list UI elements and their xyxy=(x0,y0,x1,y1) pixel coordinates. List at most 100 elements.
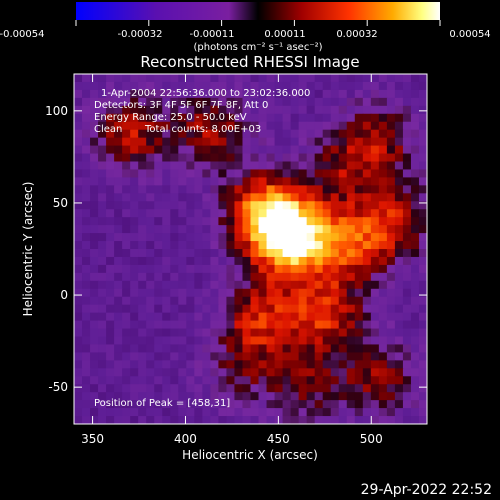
heatmap-cell xyxy=(410,288,420,298)
heatmap-cell xyxy=(258,400,268,409)
heatmap-cell xyxy=(98,193,107,202)
heatmap-cell xyxy=(314,74,324,83)
heatmap-cell xyxy=(298,169,308,178)
heatmap-cell xyxy=(258,280,268,290)
heatmap-cell xyxy=(258,320,268,330)
heatmap-cell xyxy=(354,368,364,377)
heatmap-cell xyxy=(338,81,348,91)
heatmap-cell xyxy=(362,416,372,424)
heatmap-cell xyxy=(362,74,372,83)
heatmap-cell xyxy=(362,121,372,131)
heatmap-cell xyxy=(234,74,244,83)
heatmap-cell xyxy=(298,352,308,361)
heatmap-cell xyxy=(258,249,268,258)
heatmap-cell xyxy=(362,169,372,178)
heatmap-cell xyxy=(226,368,236,377)
heatmap-cell xyxy=(346,408,356,417)
heatmap-cell xyxy=(418,392,427,401)
heatmap-cell xyxy=(338,400,348,409)
heatmap-cell xyxy=(162,360,171,369)
heatmap-cell xyxy=(106,384,115,393)
heatmap-cell xyxy=(290,368,300,377)
heatmap-cell xyxy=(98,360,107,369)
heatmap-cell xyxy=(386,233,396,242)
heatmap-cell xyxy=(154,241,163,250)
heatmap-cell xyxy=(394,280,404,290)
heatmap-cell xyxy=(82,169,91,178)
heatmap-cell xyxy=(226,280,236,290)
heatmap-cell xyxy=(402,153,412,163)
heatmap-cell xyxy=(138,312,147,322)
heatmap-cell xyxy=(314,304,324,314)
heatmap-cell xyxy=(114,336,123,346)
heatmap-cell xyxy=(378,129,388,139)
heatmap-cell xyxy=(178,400,187,409)
heatmap-cell xyxy=(154,288,163,298)
heatmap-cell xyxy=(418,336,427,346)
heatmap-cell xyxy=(90,249,99,258)
heatmap-cell xyxy=(258,217,268,226)
heatmap-cell xyxy=(402,249,412,258)
heatmap-cell xyxy=(370,89,380,99)
heatmap-cell xyxy=(250,145,260,155)
heatmap-cell xyxy=(258,264,268,274)
heatmap-cell xyxy=(218,74,228,83)
heatmap-cell xyxy=(402,312,412,322)
heatmap-cell xyxy=(194,296,203,306)
heatmap-cell xyxy=(138,201,147,210)
heatmap-cell xyxy=(362,320,372,330)
heatmap-cell xyxy=(242,225,252,234)
heatmap-cell xyxy=(234,153,244,163)
heatmap-cell xyxy=(330,344,340,353)
heatmap-cell xyxy=(106,169,115,178)
heatmap-cell xyxy=(146,89,155,99)
heatmap-cell xyxy=(130,288,139,298)
heatmap-cell xyxy=(186,256,195,266)
heatmap-cell xyxy=(74,185,83,194)
heatmap-cell xyxy=(394,304,404,314)
timestamp: 29-Apr-2022 22:52 xyxy=(361,482,492,498)
heatmap-cell xyxy=(82,272,91,282)
heatmap-cell xyxy=(378,225,388,234)
heatmap-cell xyxy=(282,241,292,250)
heatmap-cell xyxy=(258,89,268,99)
heatmap-cell xyxy=(122,392,131,401)
heatmap-cell xyxy=(210,225,220,234)
heatmap-cell xyxy=(202,185,211,194)
heatmap-cell xyxy=(130,105,139,115)
heatmap-cell xyxy=(194,89,203,99)
heatmap-cell xyxy=(394,416,404,424)
heatmap-cell xyxy=(330,74,340,83)
heatmap-cell xyxy=(354,336,364,346)
heatmap-cell xyxy=(154,304,163,314)
heatmap-cell xyxy=(162,89,171,99)
heatmap-cell xyxy=(234,97,244,107)
heatmap-cell xyxy=(130,312,139,322)
heatmap-cell xyxy=(218,368,228,377)
heatmap-cell xyxy=(234,288,244,298)
heatmap-cell xyxy=(354,249,364,258)
heatmap-cell xyxy=(250,89,260,99)
heatmap-cell xyxy=(154,74,163,83)
heatmap-cell xyxy=(322,312,332,322)
heatmap-cell xyxy=(410,193,420,202)
heatmap-cell xyxy=(338,217,348,226)
heatmap-cell xyxy=(386,280,396,290)
heatmap-cell xyxy=(258,360,268,369)
heatmap-cell xyxy=(106,185,115,194)
heatmap-cell xyxy=(106,328,115,338)
heatmap-cell xyxy=(258,81,268,91)
heatmap-cell xyxy=(266,344,276,353)
heatmap-cell xyxy=(354,400,364,409)
heatmap-cell xyxy=(114,74,123,83)
heatmap-cell xyxy=(362,304,372,314)
heatmap-cell xyxy=(314,105,324,115)
heatmap-cell xyxy=(282,97,292,107)
heatmap-cell xyxy=(162,153,171,163)
heatmap-cell xyxy=(338,256,348,266)
heatmap-cell xyxy=(418,241,427,250)
heatmap-cell xyxy=(74,113,83,123)
heatmap-cell xyxy=(314,296,324,306)
heatmap-cell xyxy=(178,408,187,417)
heatmap-cell xyxy=(266,74,276,83)
